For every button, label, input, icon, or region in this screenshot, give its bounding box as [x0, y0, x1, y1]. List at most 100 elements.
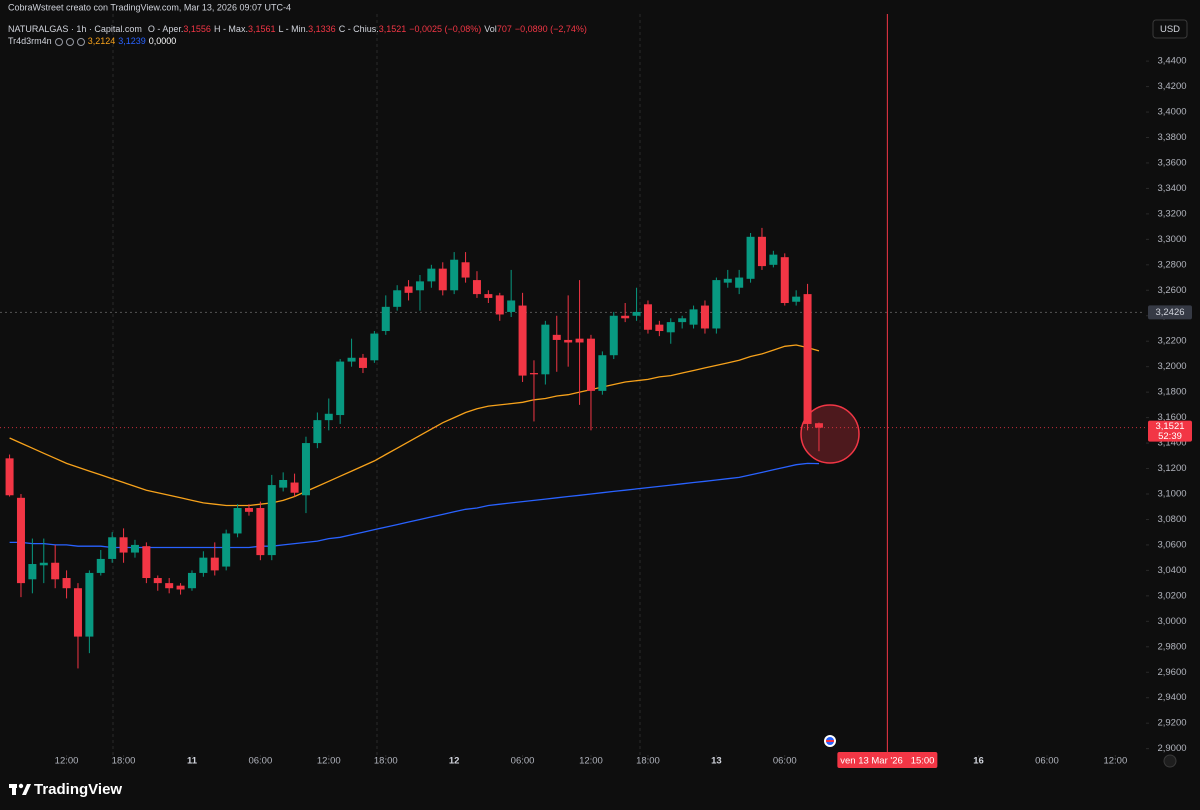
candle-body	[96, 558, 105, 573]
y-tick-label: 3,4000	[1157, 107, 1186, 118]
candle-body	[370, 333, 379, 361]
y-tick-label: 3,2800	[1157, 259, 1186, 270]
candle-body	[495, 295, 504, 315]
logo	[9, 783, 31, 795]
candle-body	[301, 443, 310, 496]
y-tick-label: 3,3600	[1157, 157, 1186, 168]
candle-body	[176, 585, 185, 590]
y-tick-label: 3,3000	[1157, 234, 1186, 245]
y-tick-label: 3,4200	[1157, 81, 1186, 92]
candle-body	[51, 562, 60, 580]
event-flag	[824, 735, 836, 747]
indicator-icon[interactable]	[76, 37, 85, 46]
candle-body	[507, 300, 516, 312]
candle-body	[165, 583, 174, 589]
y-tick-label: 2,9200	[1157, 718, 1186, 729]
candle-body	[153, 578, 162, 584]
ohlc-label: O - Aper.	[147, 24, 184, 34]
indicator-icon[interactable]	[65, 37, 74, 46]
candle-body	[119, 537, 128, 553]
candle-body	[655, 324, 664, 332]
x-tick-label: 18:00	[112, 756, 136, 767]
x-tick-label: 12	[449, 756, 460, 767]
indicator-icon[interactable]	[54, 37, 63, 46]
y-tick-label: 3,1000	[1157, 489, 1186, 500]
y-tick-label: 3,1400	[1157, 438, 1186, 449]
candle-body	[324, 413, 333, 421]
candle-body	[233, 508, 242, 534]
x-tick-label: 12:00	[1103, 756, 1127, 767]
y-tick-label: 3,3400	[1157, 183, 1186, 194]
logo-part	[18, 783, 24, 789]
x-tick-label: 06:00	[248, 756, 272, 767]
candle-body	[529, 373, 538, 375]
y-tick-label: 2,9800	[1157, 641, 1186, 652]
candle-body	[541, 324, 550, 375]
y-tick-label: 3,2200	[1157, 336, 1186, 347]
y-tick-label: 2,9000	[1157, 743, 1186, 754]
candle-body	[336, 361, 345, 416]
indicator-value: 3,1239	[118, 36, 146, 46]
y-tick-label: 3,2600	[1157, 285, 1186, 296]
candle-body	[16, 497, 25, 584]
y-tick-label: 3,1800	[1157, 387, 1186, 398]
currency[interactable]: USD	[1160, 24, 1180, 35]
candle-body	[803, 294, 812, 424]
y-tick-label: 3,0800	[1157, 514, 1186, 525]
candle-body	[358, 357, 367, 368]
ohlc-label: C - Chius.	[338, 24, 379, 34]
y-tick-label: 3,2000	[1157, 361, 1186, 372]
y-tick-label: 3,0200	[1157, 590, 1186, 601]
x-tick-label: 11	[187, 756, 198, 767]
candle-body	[108, 537, 117, 559]
session-separators	[112, 14, 641, 755]
candle-body	[792, 296, 801, 302]
candle-body	[814, 423, 823, 428]
candle-body	[210, 557, 219, 571]
candle-body	[689, 309, 698, 325]
currency-button[interactable]	[1152, 19, 1188, 39]
candle-body	[586, 338, 595, 391]
candle-body	[735, 277, 744, 288]
candle-body	[450, 259, 459, 291]
candle-body	[290, 482, 299, 493]
candle-body	[564, 339, 573, 343]
indicator-name: Tr4d3rm4n	[8, 36, 52, 46]
volume-label: Vol	[484, 24, 497, 34]
annotation-circle	[800, 404, 860, 464]
indicator-value: 0,0000	[148, 36, 177, 46]
candle-body	[404, 286, 413, 293]
moving-average	[9, 462, 820, 549]
moving-average	[9, 344, 820, 507]
x-tick-label: 16	[973, 756, 984, 767]
y-tick-label: 3,1200	[1157, 463, 1186, 474]
candle-body	[5, 458, 14, 496]
change: −0,0025 (−0,08%)	[409, 24, 482, 34]
candle-body	[393, 290, 402, 307]
x-tick-label: 06:00	[511, 756, 535, 767]
candle-body	[678, 318, 687, 323]
candle-body	[199, 557, 208, 573]
candle-body	[62, 578, 71, 589]
ohlc-label: L - Min.	[278, 24, 309, 34]
candle-body	[244, 508, 253, 512]
candle-body	[712, 280, 721, 329]
candle-body	[347, 357, 356, 362]
candle-body	[757, 236, 766, 267]
candle-body	[73, 588, 82, 637]
flag-stripe	[826, 740, 834, 742]
candle-body	[632, 311, 641, 316]
candle-body	[313, 420, 322, 444]
auto-scale-button[interactable]	[1163, 754, 1177, 768]
candle-body	[427, 268, 436, 282]
x-tick-label: 18:00	[636, 756, 660, 767]
candle-body	[518, 305, 527, 376]
x-tick-label: 12:00	[317, 756, 341, 767]
y-tick-label: 3,4400	[1157, 56, 1186, 67]
volume-value: 707	[496, 24, 512, 34]
candle-body	[381, 306, 390, 332]
candle-body	[222, 533, 231, 567]
candle-body	[187, 572, 196, 589]
candle-body	[643, 304, 652, 330]
candle-body	[769, 254, 778, 265]
